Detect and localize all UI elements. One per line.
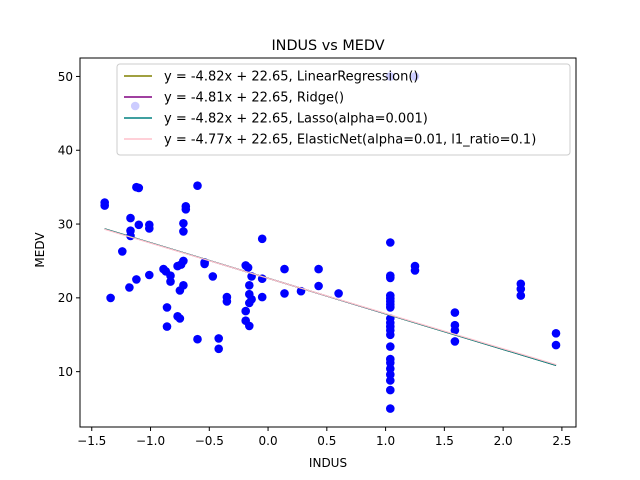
scatter-point	[314, 264, 323, 274]
x-tick-label: −1.5	[77, 434, 106, 448]
scatter-point	[179, 227, 188, 236]
scatter-point	[125, 283, 134, 292]
scatter-point	[386, 342, 395, 351]
scatter-point	[132, 275, 141, 284]
scatter-point	[551, 340, 561, 350]
x-tick-label: −0.5	[195, 434, 224, 448]
y-tick-label: 20	[58, 291, 73, 305]
x-axis-label: INDUS	[309, 456, 347, 470]
scatter-point	[162, 322, 172, 331]
scatter-point	[179, 219, 188, 228]
scatter-point	[166, 271, 175, 281]
legend-entry-label: y = -4.82x + 22.65, Lasso(alpha=0.001)	[164, 112, 428, 127]
scatter-point	[386, 370, 395, 379]
scatter-point	[243, 263, 253, 272]
y-tick-label: 50	[58, 70, 73, 84]
scatter-point	[516, 284, 526, 294]
legend-entry-label: y = -4.77x + 22.65, ElasticNet(alpha=0.0…	[164, 133, 536, 148]
scatter-point	[179, 256, 188, 266]
legend-entry-label: y = -4.82x + 22.65, LinearRegression()	[164, 70, 418, 85]
legend-box	[116, 63, 571, 156]
scatter-point	[386, 238, 395, 247]
scatter-point	[257, 292, 267, 302]
x-tick-label: 2.0	[494, 434, 513, 448]
scatter-point	[245, 321, 254, 331]
regression-line	[104, 228, 557, 366]
x-tick-label: 1.5	[435, 434, 454, 448]
scatter-point	[162, 303, 172, 312]
scatter-point	[410, 266, 420, 275]
scatter-point	[145, 270, 154, 280]
x-tick-label: 2.5	[552, 434, 571, 448]
scatter-point	[314, 281, 323, 291]
scatter-point	[450, 308, 460, 317]
scatter-point	[334, 289, 343, 298]
legend-entry-label: y = -4.81x + 22.65, Ridge()	[164, 91, 344, 106]
x-tick-label: −1.0	[136, 434, 165, 448]
scatter-point	[193, 181, 202, 190]
plot-area	[79, 57, 577, 428]
axes-frame	[79, 57, 577, 428]
y-tick-label: 30	[58, 217, 73, 231]
scatter-point	[222, 297, 232, 306]
scatter-point	[516, 291, 526, 300]
scatter-point	[386, 303, 395, 312]
scatter-point	[386, 330, 395, 340]
scatter-point	[134, 220, 144, 230]
scatter-point	[280, 264, 289, 274]
scatter-point	[175, 314, 185, 323]
scatter-point	[386, 364, 395, 374]
scatter-point	[386, 376, 395, 385]
scatter-point	[386, 385, 395, 395]
scatter-point	[214, 344, 223, 354]
scatter-point	[450, 326, 460, 335]
y-axis-label: MEDV	[33, 232, 47, 268]
scatter-point	[280, 289, 289, 298]
scatter-point	[100, 201, 109, 210]
scatter-point	[245, 281, 254, 290]
scatter-point	[179, 281, 188, 290]
scatter-point	[166, 277, 175, 286]
scatter-point	[106, 293, 115, 303]
scatter-point	[386, 358, 395, 368]
scatter-point	[181, 202, 191, 211]
scatter-point	[386, 273, 395, 283]
scatter-point	[450, 337, 460, 346]
scatter-point	[257, 234, 267, 244]
scatter-point	[386, 404, 395, 413]
scatter-point	[193, 334, 202, 344]
scatter-point	[126, 213, 135, 223]
scatter-point	[551, 329, 561, 338]
x-tick-label: 1.0	[376, 434, 395, 448]
legend: y = -4.82x + 22.65, LinearRegression() y …	[116, 63, 571, 156]
scatter-point	[118, 247, 127, 256]
scatter-point	[247, 295, 256, 304]
y-tick-label: 10	[58, 365, 73, 379]
scatter-point	[241, 306, 250, 316]
scatter-point	[134, 183, 144, 193]
scatter-point	[214, 334, 223, 343]
x-tick-label: 0.0	[259, 434, 278, 448]
chart-title: INDUS vs MEDV	[271, 38, 384, 54]
x-tick-label: 0.5	[317, 434, 336, 448]
scatter-point	[145, 224, 154, 233]
x-axis-ticks: −1.5 −1.0 −0.5 0.0 0.5 1.0 1.5 2.0 2.5	[77, 427, 571, 448]
y-tick-label: 40	[58, 144, 73, 158]
scatter-point	[208, 272, 218, 281]
y-axis-ticks: 10 20 30 40 50	[58, 70, 80, 379]
